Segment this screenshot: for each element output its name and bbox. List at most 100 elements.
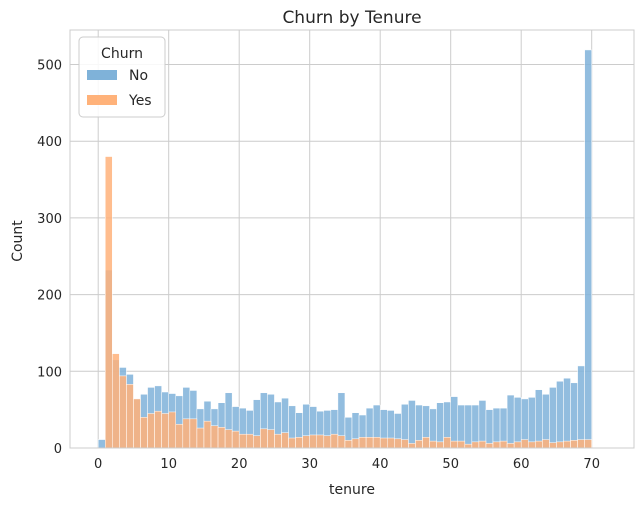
bar-yes: [288, 437, 296, 449]
y-tick-label: 500: [37, 59, 62, 74]
bar-yes: [330, 433, 339, 449]
x-tick-label: 20: [231, 457, 248, 472]
x-tick-label: 50: [442, 457, 459, 472]
bar-no: [450, 396, 459, 449]
bar-yes: [196, 427, 205, 449]
bar-yes: [337, 435, 346, 449]
legend-title: Churn: [101, 46, 143, 62]
bar-yes: [464, 443, 473, 449]
bar-yes: [224, 429, 233, 449]
bar-no: [471, 404, 480, 449]
bar-yes: [436, 441, 444, 449]
tick-labels: 0 10 20 30 40 50 60 70 0 100 200 300 400 500: [37, 59, 600, 472]
bar-no: [563, 377, 571, 449]
bar-yes: [513, 441, 522, 449]
bar-yes: [457, 440, 466, 449]
legend-label-no: No: [129, 68, 148, 84]
bar-yes: [281, 432, 289, 449]
bar-yes: [542, 439, 550, 449]
bar-yes: [210, 425, 219, 449]
bar-yes: [344, 440, 353, 449]
bar-yes: [556, 441, 564, 449]
bar-yes: [253, 435, 261, 449]
histogram-bars: [97, 49, 592, 449]
bar-yes: [274, 433, 282, 449]
bar-no: [97, 439, 106, 449]
bar-yes: [309, 434, 318, 449]
bar-no: [513, 397, 522, 449]
x-tick-label: 10: [160, 457, 177, 472]
bar-yes: [478, 440, 487, 449]
bar-yes: [450, 440, 459, 449]
bar-yes: [520, 439, 529, 449]
bar-yes: [112, 353, 120, 449]
bar-yes: [528, 441, 536, 449]
bar-yes: [246, 433, 254, 449]
y-tick-label: 400: [37, 135, 62, 150]
bar-yes: [549, 442, 557, 449]
bar-yes: [147, 413, 155, 449]
bar-yes: [471, 441, 480, 449]
bar-yes: [231, 430, 240, 449]
x-tick-label: 70: [583, 457, 600, 472]
legend: Churn No Yes: [78, 36, 166, 118]
bar-yes: [316, 434, 325, 449]
bar-no: [408, 400, 416, 449]
bar-yes: [161, 413, 169, 449]
bar-no: [506, 394, 515, 449]
y-tick-label: 0: [54, 442, 62, 457]
bar-yes: [429, 440, 437, 449]
bar-yes: [492, 441, 501, 449]
bar-yes: [394, 438, 402, 449]
bar-yes: [365, 437, 374, 449]
bar-yes: [260, 428, 268, 449]
bar-yes: [140, 417, 148, 449]
bar-yes: [182, 418, 191, 449]
bar-yes: [570, 440, 578, 449]
bar-yes: [577, 439, 585, 449]
bar-yes: [415, 440, 423, 449]
bar-yes: [584, 439, 592, 449]
bar-no: [528, 397, 536, 449]
bar-yes: [485, 443, 494, 449]
bar-yes: [535, 440, 543, 449]
bar-no: [464, 404, 473, 449]
bar-yes: [203, 420, 212, 449]
bar-no: [436, 402, 444, 449]
chart-title: Churn by Tenure: [282, 8, 421, 28]
bar-yes: [217, 427, 226, 449]
bar-yes: [302, 435, 310, 449]
x-tick-label: 0: [94, 457, 102, 472]
bar-no: [556, 381, 564, 449]
plot-frame: [69, 29, 635, 449]
y-tick-label: 100: [37, 365, 62, 380]
bar-yes: [499, 440, 508, 449]
bar-yes: [372, 437, 381, 449]
legend-label-yes: Yes: [128, 93, 152, 109]
bar-no: [570, 382, 578, 449]
bar-yes: [295, 437, 303, 449]
bar-yes: [563, 440, 571, 449]
bar-yes: [154, 410, 162, 449]
bar-yes: [358, 437, 367, 449]
bar-yes: [119, 375, 127, 449]
bar-no: [549, 387, 557, 449]
x-tick-label: 30: [301, 457, 318, 472]
bar-yes: [175, 423, 184, 449]
bar-yes: [408, 443, 416, 449]
bar-yes: [401, 439, 409, 449]
bar-yes: [238, 433, 247, 449]
bar-yes: [323, 435, 332, 449]
bar-yes: [189, 418, 198, 449]
bar-yes: [422, 437, 430, 449]
y-tick-label: 300: [37, 212, 62, 227]
y-tick-label: 200: [37, 289, 62, 304]
bar-yes: [168, 411, 176, 449]
bar-yes: [126, 384, 134, 449]
x-tick-label: 60: [513, 457, 530, 472]
x-tick-label: 40: [372, 457, 389, 472]
bar-yes: [133, 398, 141, 449]
bar-yes: [443, 437, 451, 449]
bar-no: [577, 365, 585, 449]
